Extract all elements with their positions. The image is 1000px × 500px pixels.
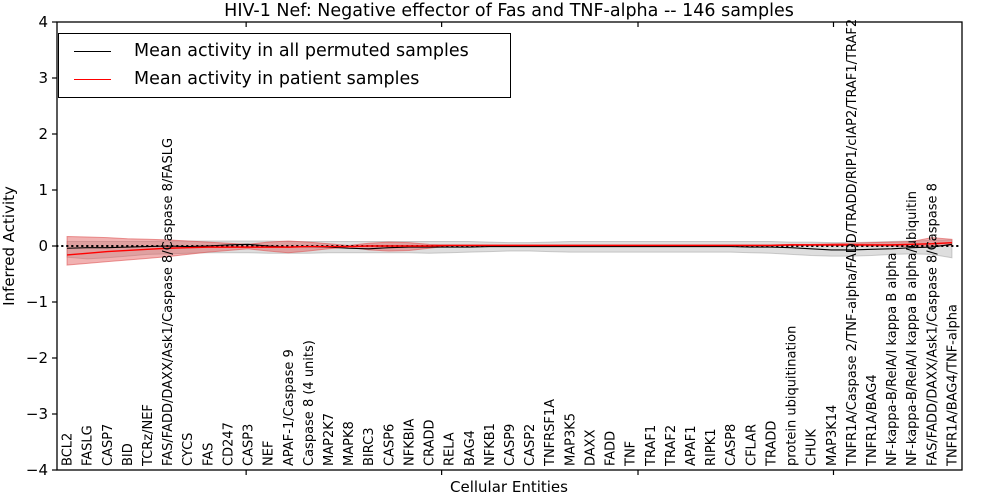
- x-tick-label: CYCS: [181, 433, 196, 466]
- x-tick-label: BCL2: [61, 433, 76, 466]
- x-tick-label: TNF: [624, 441, 639, 467]
- x-tick-label: NF-kappa-B/RelA/I kappa B alpha: [885, 253, 900, 466]
- x-tick-label: CASP2: [523, 424, 538, 466]
- confidence-bands: [66, 235, 953, 266]
- x-tick-label: MAP3K14: [825, 405, 840, 466]
- y-tick-label: 2: [38, 125, 48, 143]
- y-axis-label: Inferred Activity: [0, 186, 18, 306]
- series-line-permuted: [67, 243, 953, 251]
- legend-item-patient: Mean activity in patient samples: [74, 69, 500, 89]
- x-tick-label: FAS: [201, 443, 216, 466]
- x-tick-label: TNFR1A/BAG4: [865, 374, 880, 467]
- y-tick-labels: 4 3 2 1 0 −1 −2 −3 −4: [26, 13, 48, 479]
- x-tick-label: TNFRSF1A: [543, 399, 558, 467]
- x-tick-label: FADD: [604, 431, 619, 466]
- x-tick-label: CRADD: [423, 420, 438, 467]
- x-tick-label: NFKB1: [483, 423, 498, 466]
- x-tick-label: CASP9: [503, 424, 518, 466]
- x-tick-label: APAF-1/Caspase 9: [282, 349, 297, 466]
- x-tick-label: NFKBIA: [402, 419, 417, 466]
- axis-tick-marks: [52, 21, 835, 475]
- x-tick-label: CASP7: [101, 424, 116, 466]
- y-tick-label: −3: [26, 405, 48, 423]
- x-tick-label: MAPK8: [342, 421, 357, 466]
- legend-item-permuted: Mean activity in all permuted samples: [74, 40, 500, 61]
- x-tick-label: CFLAR: [744, 424, 759, 466]
- x-tick-label: APAF1: [684, 425, 699, 466]
- legend: Mean activity in all permuted samples Me…: [58, 33, 511, 98]
- legend-label: Mean activity in all permuted samples: [134, 40, 469, 61]
- x-tick-label: BID: [121, 443, 136, 466]
- x-tick-label: protein ubiquitination: [785, 326, 800, 466]
- chart-title: HIV-1 Nef: Negative effector of Fas and …: [224, 1, 794, 21]
- x-tick-label: MAP3K5: [563, 413, 578, 466]
- x-tick-label: Caspase 8 (4 units): [302, 340, 317, 466]
- y-tick-label: −1: [26, 293, 48, 311]
- x-tick-label: BAG4: [463, 430, 478, 466]
- x-tick-label: TRAF1: [644, 425, 659, 467]
- x-tick-label: CASP8: [724, 424, 739, 466]
- x-tick-label: TRAF2: [664, 425, 679, 467]
- x-tick-label: FAS/FADD/DAXX/Ask1/Caspase 8/Caspase 8: [925, 183, 940, 466]
- y-tick-label: 0: [38, 237, 48, 255]
- x-tick-label: CASP3: [242, 424, 257, 466]
- x-tick-label: TRADD: [764, 421, 779, 467]
- x-tick-label: TNFR1A/BAG4/TNF-alpha: [945, 304, 960, 467]
- y-tick-label: −4: [26, 461, 48, 479]
- x-tick-label: TNFR1A/Caspase 2/TNF-alpha/FADD/TRADD/RI…: [845, 19, 860, 467]
- y-tick-label: 1: [38, 181, 48, 199]
- x-tick-label: CD247: [221, 422, 236, 466]
- x-tick-label: CASP6: [382, 424, 397, 466]
- x-tick-label: FAS/FADD/DAXX/Ask1/Caspase 8/Caspase 8/F…: [161, 138, 176, 466]
- series-lines: [66, 241, 953, 256]
- x-tick-label: NF-kappa-B/RelA/I kappa B alpha/ubiquiti…: [905, 191, 920, 466]
- x-tick-label: CHUK: [805, 429, 820, 466]
- permuted-line-swatch: [74, 50, 111, 52]
- x-tick-label: FASLG: [81, 425, 96, 466]
- x-tick-label: RIPK1: [704, 428, 719, 466]
- series-line-patient: [66, 241, 952, 256]
- y-tick-label: 4: [38, 13, 48, 31]
- y-tick-label: 3: [38, 69, 48, 87]
- x-tick-label: NEF: [262, 441, 277, 466]
- y-tick-label: −2: [26, 349, 48, 367]
- x-tick-label: RELA: [443, 432, 458, 466]
- patient-line-swatch: [74, 79, 111, 81]
- x-tick-label: TCRz/NEF: [141, 404, 156, 467]
- x-tick-labels: BCL2 FASLG CASP7 BID TCRz/NEF FAS/FADD/DAXX/A…: [61, 19, 961, 467]
- x-tick-label: DAXX: [583, 429, 598, 466]
- legend-label: Mean activity in patient samples: [134, 69, 420, 89]
- x-tick-label: BIRC3: [362, 428, 377, 467]
- x-tick-label: MAP2K7: [322, 413, 337, 466]
- x-axis-label: Cellular Entities: [450, 478, 568, 496]
